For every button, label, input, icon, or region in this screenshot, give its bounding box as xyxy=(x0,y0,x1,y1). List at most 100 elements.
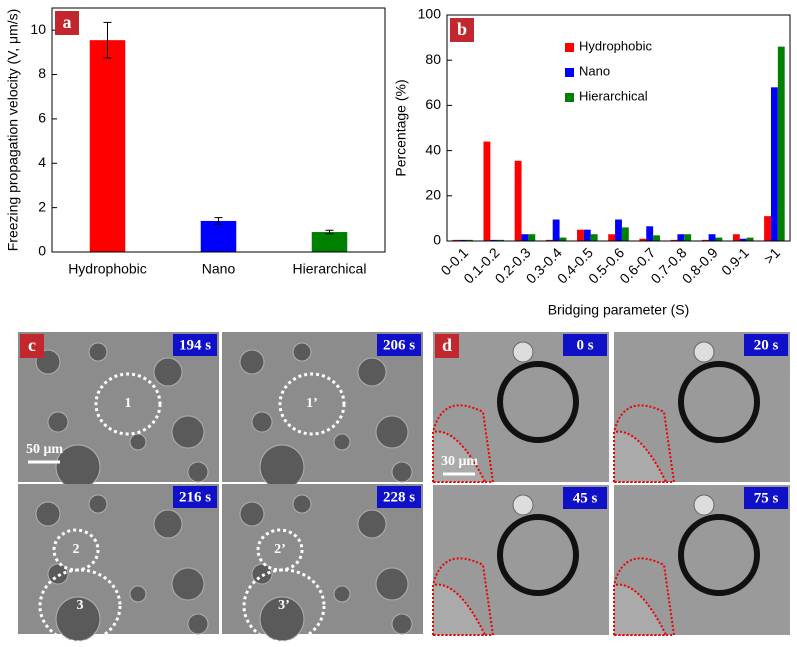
time-box xyxy=(744,334,788,356)
bar xyxy=(497,239,505,241)
bar xyxy=(590,234,598,241)
time-box xyxy=(744,487,788,509)
bar xyxy=(670,239,678,241)
droplet xyxy=(251,411,273,433)
droplet xyxy=(693,341,715,363)
panel-label: c xyxy=(28,335,36,355)
droplet xyxy=(512,341,534,363)
plot-frame xyxy=(446,14,791,242)
time-label: 228 s xyxy=(383,489,415,505)
y-tick-label: 100 xyxy=(418,6,442,22)
frozen-region xyxy=(432,583,487,636)
marker-label: 1 xyxy=(125,396,132,411)
y-tick-label: 40 xyxy=(425,141,441,157)
y-tick-label: 8 xyxy=(38,65,46,81)
legend-label: Hydrophobic xyxy=(579,38,652,53)
y-tick-label: 80 xyxy=(425,51,441,67)
frozen-region xyxy=(613,404,676,483)
droplet xyxy=(357,509,387,539)
x-tick-label: 0.8-0.9 xyxy=(679,244,721,286)
marker-outline xyxy=(38,568,122,644)
error-bar xyxy=(103,21,112,59)
scale-bar-label: 50 μm xyxy=(26,442,63,457)
droplet xyxy=(187,613,209,635)
bar xyxy=(621,227,629,241)
bar xyxy=(615,219,622,241)
time-box xyxy=(377,334,421,356)
crystal-ring xyxy=(678,361,760,443)
droplet xyxy=(239,349,265,375)
bar xyxy=(684,234,692,241)
bar xyxy=(514,160,522,241)
time-label: 216 s xyxy=(179,489,211,505)
time-label: 0 s xyxy=(576,337,593,353)
legend-swatch xyxy=(565,68,574,77)
time-box xyxy=(563,487,607,509)
bar xyxy=(452,239,460,241)
crystal-ring xyxy=(497,514,579,596)
marker-outline xyxy=(278,372,346,436)
marker-label: 3 xyxy=(77,598,84,613)
bar xyxy=(770,87,778,241)
error-bar xyxy=(325,229,334,235)
legend-swatch xyxy=(565,43,574,52)
droplet xyxy=(292,342,312,362)
x-tick-label: >1 xyxy=(761,244,784,267)
bar xyxy=(521,234,529,241)
bar xyxy=(653,235,660,241)
legend-label: Nano xyxy=(579,63,610,78)
y-tick-label: 10 xyxy=(30,21,46,37)
time-label: 206 s xyxy=(383,337,415,353)
bar xyxy=(708,234,716,241)
droplet xyxy=(375,415,409,449)
droplet xyxy=(239,501,265,527)
crystal-ring xyxy=(497,361,579,443)
bar xyxy=(459,239,467,241)
droplet xyxy=(88,494,108,514)
droplet xyxy=(693,494,715,516)
bar xyxy=(583,229,591,241)
y-axis-label: Freezing propagation velocity (V, μm/s) xyxy=(5,9,21,252)
frozen-region xyxy=(613,583,668,636)
time-label: 75 s xyxy=(754,490,779,506)
x-tick-label: 0.9-1 xyxy=(718,244,752,278)
droplet xyxy=(259,444,305,490)
legend-swatch xyxy=(565,93,574,102)
droplet xyxy=(512,494,534,516)
time-label: 20 s xyxy=(754,337,779,353)
panel-label: d xyxy=(442,335,452,355)
panel-label: b xyxy=(457,19,467,39)
bar xyxy=(639,238,647,241)
y-tick-label: 4 xyxy=(38,154,46,170)
droplet xyxy=(171,415,205,449)
frozen-region xyxy=(432,404,495,483)
marker-label: 2 xyxy=(73,542,80,557)
error-bar xyxy=(214,217,223,225)
y-tick-label: 0 xyxy=(38,243,46,259)
bar xyxy=(200,220,237,252)
bar xyxy=(89,40,126,252)
droplet xyxy=(357,357,387,387)
bar xyxy=(739,238,747,241)
y-axis-label: Percentage (%) xyxy=(393,79,409,176)
x-tick-label: Hydrophobic xyxy=(68,261,147,277)
droplet xyxy=(171,567,205,601)
droplet xyxy=(35,501,61,527)
bar xyxy=(764,216,771,241)
droplet xyxy=(391,461,413,483)
plot-frame xyxy=(51,7,386,253)
marker-label: 2’ xyxy=(274,542,286,557)
bar xyxy=(577,229,584,241)
time-label: 194 s xyxy=(179,337,211,353)
bar xyxy=(746,237,754,241)
droplet xyxy=(129,585,147,603)
time-box xyxy=(563,334,607,356)
droplet xyxy=(292,494,312,514)
droplet xyxy=(333,585,351,603)
panel-label-box xyxy=(20,334,44,358)
x-tick-label: Nano xyxy=(202,261,236,277)
y-tick-label: 0 xyxy=(433,232,441,248)
frozen-region xyxy=(432,557,495,636)
frozen-region xyxy=(613,557,676,636)
y-tick-label: 6 xyxy=(38,110,46,126)
